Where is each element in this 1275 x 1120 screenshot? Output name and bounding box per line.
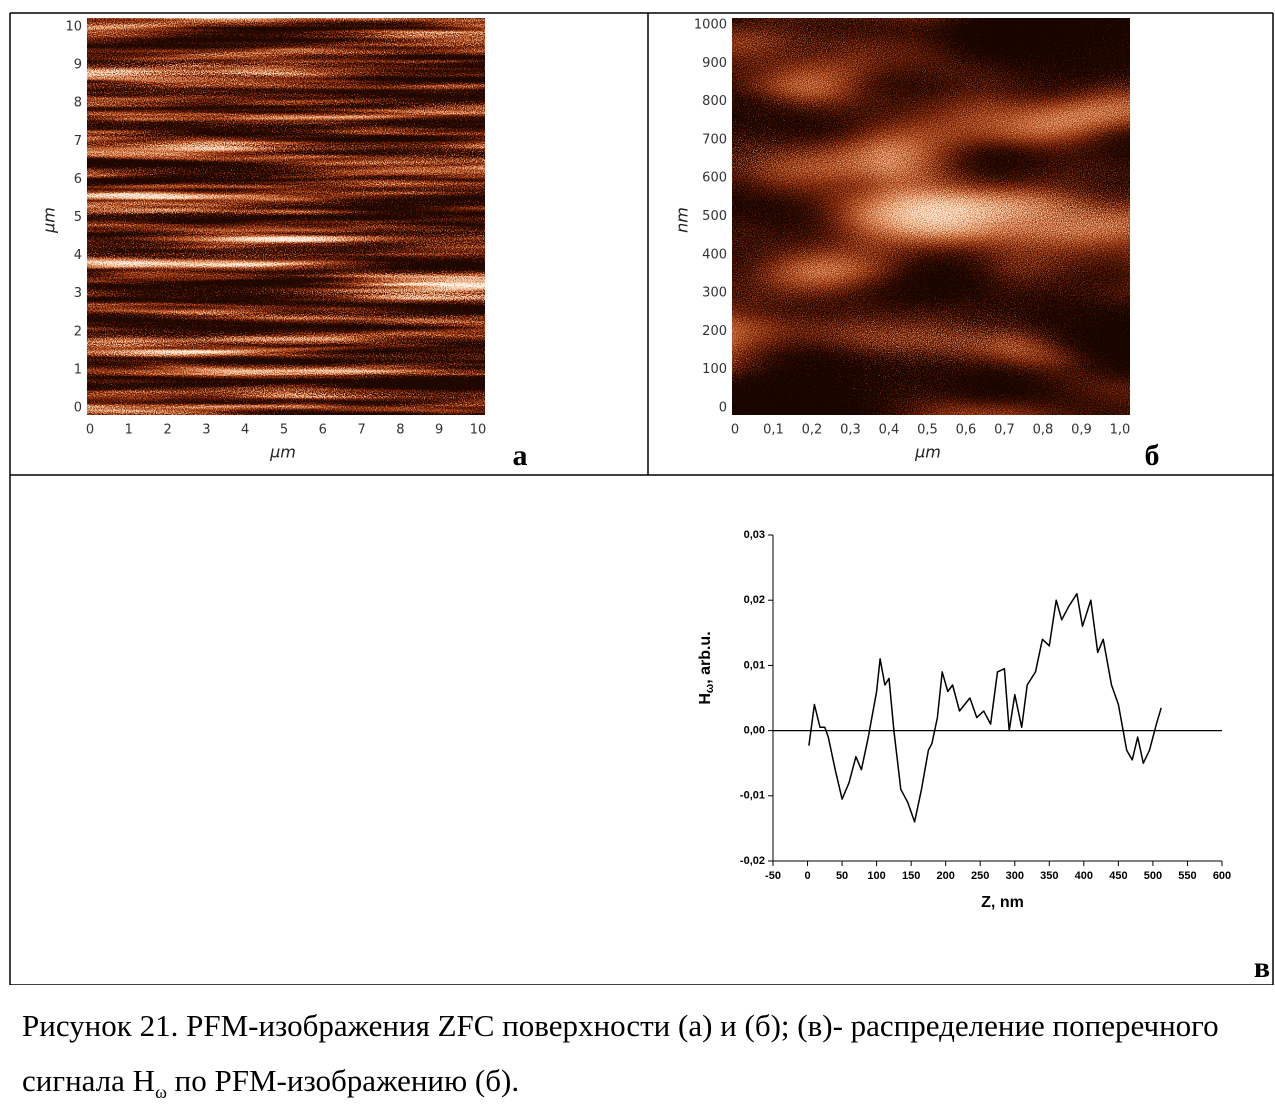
x-tick-label: 0,2 [802, 423, 823, 438]
x-tick-label: 250 [971, 870, 989, 882]
panel-letter: а [513, 439, 528, 472]
x-tick-label: 450 [1109, 870, 1127, 882]
x-tick-label: 400 [1075, 870, 1093, 882]
x-tick-label: 100 [867, 870, 885, 882]
x-tick-label: 550 [1178, 870, 1196, 882]
y-axis-label-part: , arb.u. [697, 631, 714, 683]
x-tick-label: 0,6 [956, 423, 977, 438]
x-tick-label: 50 [836, 870, 848, 882]
y-tick-label: -0,02 [740, 855, 765, 867]
x-tick-label: 350 [1040, 870, 1058, 882]
x-axis-label: Z, nm [981, 894, 1024, 911]
y-axis-label-part: ω [704, 684, 716, 693]
x-tick-label: 0 [804, 870, 810, 882]
y-tick-label: 7 [74, 134, 82, 149]
y-tick-label: 10 [65, 20, 82, 35]
y-tick-label: 1 [74, 362, 82, 377]
x-tick-label: 3 [202, 423, 210, 438]
x-tick-label: 500 [1144, 870, 1162, 882]
y-tick-label: 500 [702, 209, 727, 224]
y-tick-label: 800 [702, 94, 727, 109]
y-axis-label: μm [40, 207, 59, 234]
y-tick-label: 0,02 [744, 594, 765, 606]
x-axis-label: μm [269, 443, 296, 462]
y-tick-label: 0 [719, 401, 727, 416]
table-borders [9, 12, 1274, 985]
y-tick-label: 5 [74, 210, 82, 225]
y-tick-label: 300 [702, 286, 727, 301]
x-tick-label: 7 [357, 423, 365, 438]
caption-text: по PFM-изображению (б). [166, 1063, 520, 1098]
x-tick-label: 0,4 [879, 423, 900, 438]
y-tick-label: 8 [74, 96, 82, 111]
y-tick-label: 200 [702, 324, 727, 339]
y-axis-label: nm [673, 207, 692, 233]
y-axis-label-part: H [697, 693, 714, 705]
x-tick-label: 150 [902, 870, 920, 882]
x-tick-label: 0,8 [1033, 423, 1054, 438]
x-tick-label: 2 [163, 423, 171, 438]
y-tick-label: 700 [702, 132, 727, 147]
y-tick-label: 900 [702, 56, 727, 71]
y-tick-label: 100 [702, 362, 727, 377]
y-axis-label: Hω, arb.u. [697, 631, 716, 704]
y-tick-label: 9 [74, 58, 82, 73]
x-tick-label: 8 [396, 423, 404, 438]
y-tick-label: 0,03 [744, 529, 765, 541]
data-line [808, 592, 1162, 823]
x-axis-label: μm [914, 443, 941, 462]
x-tick-label: 600 [1213, 870, 1231, 882]
x-tick-label: 0,3 [840, 423, 861, 438]
y-tick-label: 600 [702, 171, 727, 186]
x-tick-label: 0,7 [994, 423, 1015, 438]
pfm-image-b [732, 18, 1130, 415]
y-tick-label: 3 [74, 286, 82, 301]
x-tick-label: 0 [86, 423, 94, 438]
y-tick-label: -0,01 [740, 790, 765, 802]
x-tick-label: 1,0 [1110, 423, 1131, 438]
x-tick-label: 1 [125, 423, 133, 438]
x-tick-label: 300 [1006, 870, 1024, 882]
y-tick-label: 0 [74, 401, 82, 416]
y-tick-label: 400 [702, 247, 727, 262]
x-tick-label: 0,1 [763, 423, 784, 438]
y-tick-label: 4 [74, 248, 82, 263]
caption: Рисунок 21. PFM-изображения ZFC поверхно… [22, 998, 1267, 1120]
x-tick-label: 0,9 [1071, 423, 1092, 438]
x-tick-label: -50 [765, 870, 781, 882]
y-tick-label: 1000 [694, 18, 727, 33]
x-tick-label: 0,5 [917, 423, 938, 438]
panel-letter: в [1254, 951, 1270, 984]
y-tick-label: 6 [74, 172, 82, 187]
panel-letter: б [1145, 439, 1160, 472]
y-tick-label: 2 [74, 324, 82, 339]
x-tick-label: 10 [470, 423, 487, 438]
pfm-image-a [87, 18, 485, 415]
x-tick-label: 5 [280, 423, 288, 438]
x-tick-label: 4 [241, 423, 249, 438]
x-tick-label: 6 [319, 423, 327, 438]
caption-subscript: ω [155, 1082, 167, 1103]
x-tick-label: 200 [937, 870, 955, 882]
y-tick-label: 0,00 [744, 725, 765, 737]
caption-text: Рисунок 21. PFM-изображения ZFC поверхно… [22, 1008, 1219, 1098]
x-tick-label: 0 [731, 423, 739, 438]
x-tick-label: 9 [435, 423, 443, 438]
y-tick-label: 0,01 [744, 659, 765, 671]
